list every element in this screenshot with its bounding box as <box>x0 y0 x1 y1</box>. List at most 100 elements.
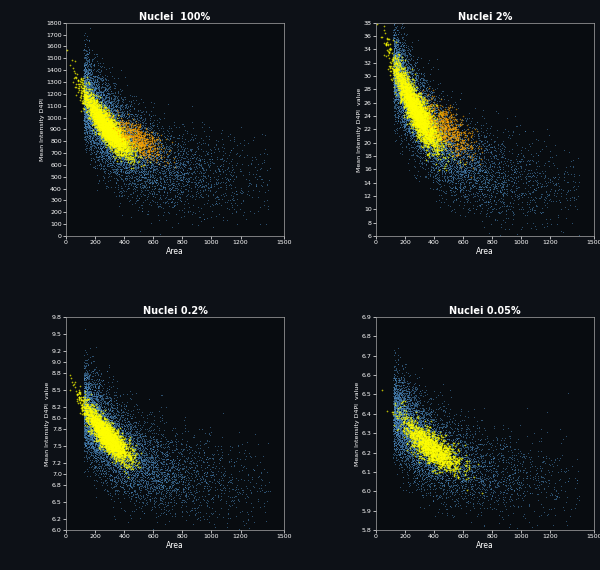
Point <box>397 89 407 99</box>
Point <box>89 99 98 108</box>
Point <box>131 451 141 460</box>
Point <box>164 155 173 164</box>
Point <box>398 101 408 111</box>
Point <box>406 457 416 466</box>
Point <box>83 86 92 95</box>
Point <box>536 466 545 475</box>
Point <box>87 117 97 127</box>
Point <box>431 474 440 483</box>
Point <box>121 435 131 444</box>
Point <box>179 416 189 425</box>
Point <box>425 99 435 108</box>
Point <box>104 132 114 141</box>
Point <box>118 426 127 435</box>
Point <box>118 145 127 154</box>
Point <box>403 98 412 107</box>
Point <box>397 415 407 424</box>
Point <box>428 123 437 132</box>
Point <box>110 111 119 120</box>
Point <box>130 471 139 480</box>
Point <box>123 133 133 142</box>
Point <box>86 95 96 104</box>
Point <box>434 111 443 120</box>
Point <box>88 409 97 418</box>
Point <box>453 150 463 159</box>
Point <box>509 166 519 175</box>
Point <box>88 426 98 435</box>
Point <box>452 484 461 494</box>
Point <box>152 463 162 473</box>
Point <box>131 492 141 502</box>
Point <box>389 426 399 435</box>
Point <box>397 449 407 458</box>
Point <box>418 114 427 123</box>
Point <box>400 119 410 128</box>
Point <box>451 140 460 149</box>
Point <box>184 458 193 467</box>
Point <box>496 156 505 165</box>
Point <box>104 130 113 139</box>
Point <box>395 423 404 432</box>
Point <box>149 447 159 457</box>
Point <box>418 104 428 113</box>
Point <box>107 128 116 137</box>
Point <box>445 501 455 510</box>
Point <box>80 100 89 109</box>
Point <box>413 424 422 433</box>
Point <box>539 483 549 492</box>
Point <box>405 96 415 105</box>
Point <box>253 472 262 481</box>
Point <box>90 425 100 434</box>
Point <box>113 134 123 143</box>
Point <box>415 109 424 119</box>
Point <box>451 133 460 142</box>
Point <box>414 124 424 133</box>
Point <box>392 414 402 424</box>
Point <box>434 136 444 145</box>
Point <box>100 440 109 449</box>
Point <box>424 136 434 145</box>
Point <box>83 408 93 417</box>
Point <box>390 36 400 45</box>
Point <box>511 183 521 192</box>
Point <box>395 88 405 97</box>
Point <box>90 103 100 112</box>
Point <box>160 474 169 483</box>
Point <box>432 142 442 152</box>
Point <box>192 153 202 162</box>
Point <box>112 445 121 454</box>
Point <box>389 80 399 89</box>
Point <box>84 35 94 44</box>
Point <box>76 398 85 407</box>
Point <box>98 122 108 131</box>
Point <box>111 132 121 141</box>
Point <box>91 151 101 160</box>
Point <box>82 409 91 418</box>
Point <box>430 141 440 150</box>
Point <box>94 128 103 137</box>
Point <box>410 427 420 436</box>
Point <box>454 157 464 166</box>
Point <box>83 119 92 128</box>
Point <box>402 70 412 79</box>
Point <box>428 133 437 142</box>
Point <box>114 450 124 459</box>
Point <box>135 149 145 158</box>
Point <box>87 80 97 89</box>
Point <box>426 136 436 145</box>
Point <box>424 449 434 458</box>
Point <box>421 461 431 470</box>
Point <box>476 461 486 470</box>
Point <box>427 127 436 136</box>
Point <box>134 173 144 182</box>
Point <box>390 406 400 415</box>
Point <box>111 128 121 137</box>
Point <box>109 131 119 140</box>
Point <box>488 487 498 496</box>
Point <box>125 120 135 129</box>
Point <box>91 409 100 418</box>
Point <box>407 108 417 117</box>
Point <box>404 56 413 66</box>
Point <box>96 422 106 431</box>
Point <box>109 412 119 421</box>
